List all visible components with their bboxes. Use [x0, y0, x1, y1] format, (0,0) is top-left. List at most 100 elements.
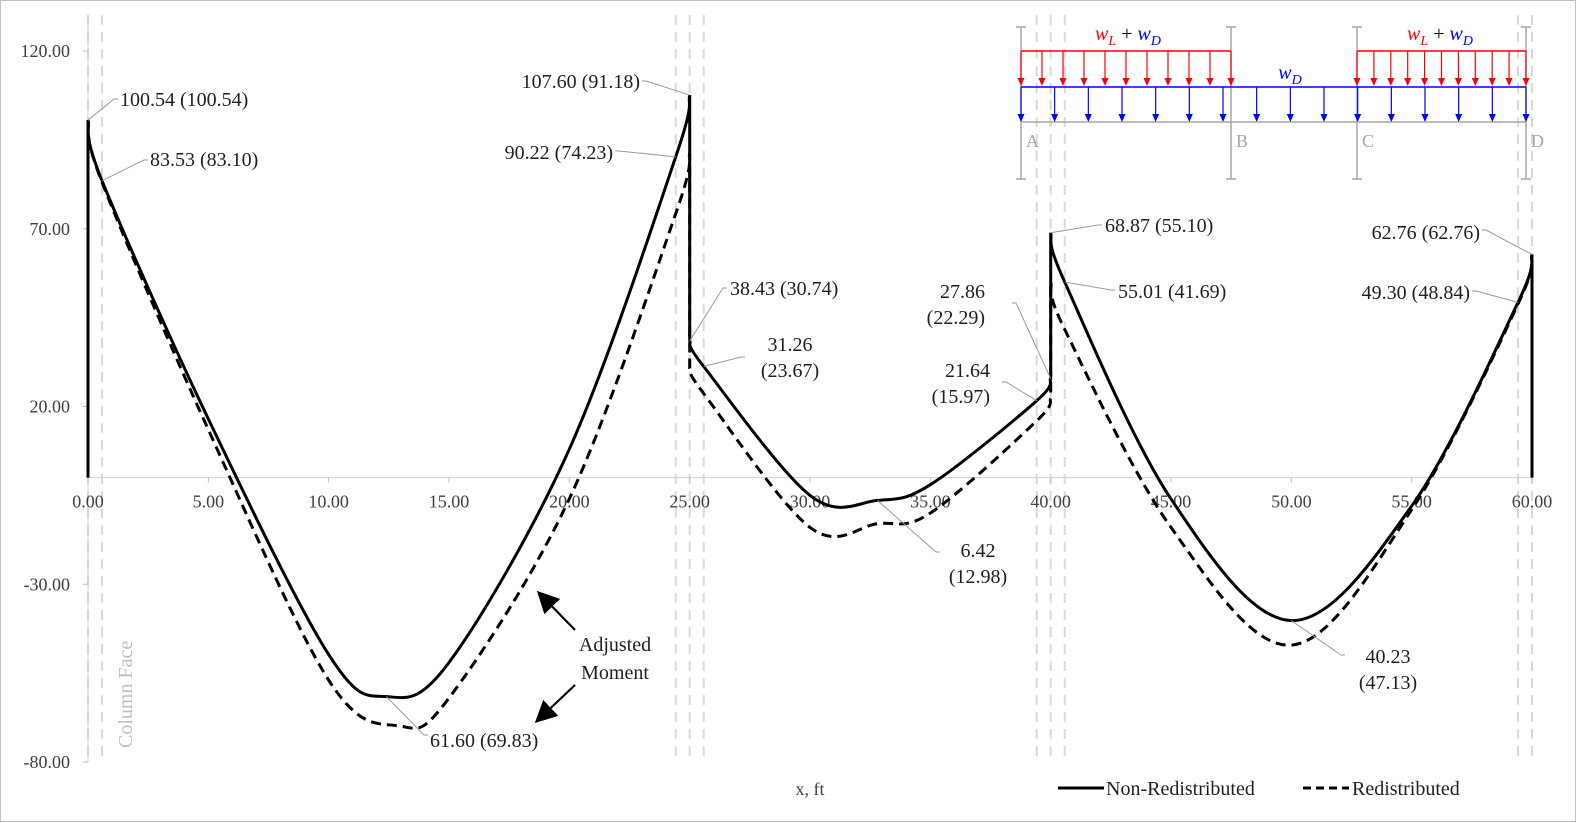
live-load-arrowhead [1143, 78, 1151, 86]
annotation-label: 100.54 (100.54) [120, 89, 248, 111]
annotation-label: 62.76 (62.76) [1372, 222, 1480, 244]
support-label: B [1236, 131, 1248, 151]
annotation-leader [386, 696, 428, 736]
live-load-arrowhead [1505, 78, 1513, 86]
dead-load-arrowhead [1387, 114, 1395, 122]
annotation-leader [87, 98, 118, 121]
support-label: C [1362, 131, 1374, 151]
live-load-arrowhead [1454, 78, 1462, 86]
annotation-label: 31.26 [768, 334, 813, 356]
dead-load-arrowhead [1421, 114, 1429, 122]
annotation-label: 90.22 (74.23) [505, 142, 613, 164]
live-load-arrowhead [1185, 78, 1193, 86]
annotation-leader [1050, 224, 1102, 234]
annotation-label: 38.43 (30.74) [730, 278, 838, 300]
annotation-leader [1482, 229, 1533, 255]
annotation-leader [689, 287, 727, 342]
y-tick-label: 70.00 [30, 219, 71, 239]
annotation-label: 83.53 (83.10) [150, 149, 258, 171]
dead-load-arrowhead [1219, 114, 1227, 122]
y-tick-label: -80.00 [24, 752, 71, 772]
annotation-label: 107.60 (91.18) [522, 71, 640, 93]
x-tick-label: 55.00 [1391, 492, 1432, 512]
x-axis-label: x, ft [796, 779, 825, 799]
annotation-leader [101, 159, 148, 182]
callout-line2: Moment [581, 662, 649, 684]
live-load-arrowhead [1387, 78, 1395, 86]
x-tick-label: 0.00 [72, 492, 104, 512]
dead-load-arrowhead [1152, 114, 1160, 122]
live-dead-load-label: wL + wD [1095, 23, 1161, 49]
live-load-arrowhead [1080, 78, 1088, 86]
callout-arrow-lower [534, 684, 576, 724]
annotation-label: 68.87 (55.10) [1105, 215, 1213, 237]
live-load-arrowhead [1206, 78, 1214, 86]
dead-load-label: wD [1278, 62, 1301, 88]
annotation-leader [1012, 302, 1052, 379]
annotation-label-line2: (12.98) [949, 566, 1007, 588]
annotation-leader [1291, 620, 1345, 656]
annotation-label: 6.42 [961, 540, 996, 562]
annotation-leader [1002, 381, 1037, 402]
annotation-label-line2: (22.29) [927, 307, 985, 329]
y-tick-label: -30.00 [24, 574, 71, 594]
annotation-leader [703, 356, 745, 367]
live-dead-load-label: wL + wD [1407, 23, 1473, 49]
live-load-arrowhead [1471, 78, 1479, 86]
dead-load-arrowhead [1118, 114, 1126, 122]
x-tick-label: 10.00 [308, 492, 349, 512]
live-load-arrowhead [1164, 78, 1172, 86]
live-load-arrowhead [1101, 78, 1109, 86]
annotation-label: 21.64 [945, 360, 990, 382]
dead-load-arrowhead [1455, 114, 1463, 122]
annotations-layer: 100.54 (100.54) 83.53 (83.10) 107.60 (91.1… [87, 71, 1533, 752]
dead-load-arrowhead [1051, 114, 1059, 122]
live-load-arrowhead [1370, 78, 1378, 86]
annotation-label-line2: (15.97) [932, 386, 990, 408]
x-tick-label: 25.00 [669, 492, 710, 512]
live-load-arrowhead [1522, 78, 1530, 86]
x-tick-label: 35.00 [910, 492, 951, 512]
dead-load-arrowhead [1286, 114, 1294, 122]
dead-load-arrowhead [1253, 114, 1261, 122]
series-line-non-redistributed [86, 94, 1534, 700]
legend-label-non-redistributed: Non-Redistributed [1106, 778, 1255, 800]
live-load-arrowhead [1059, 78, 1067, 86]
x-tick-label: 30.00 [790, 492, 831, 512]
live-load-arrowhead [1404, 78, 1412, 86]
series-layer [86, 94, 1534, 730]
annotation-leader [877, 500, 940, 553]
y-tick-label: 20.00 [30, 397, 71, 417]
live-load-arrowhead [1438, 78, 1445, 86]
legend-label-redistributed: Redistributed [1352, 778, 1460, 800]
support-label: A [1026, 131, 1039, 151]
live-load-arrowhead [1421, 78, 1429, 86]
series-line-redistributed [86, 119, 1534, 730]
annotation-label-line2: (23.67) [761, 360, 819, 382]
x-tick-label: 15.00 [429, 492, 470, 512]
dead-load-arrowhead [1522, 114, 1530, 122]
live-load-arrowhead [1038, 78, 1046, 86]
annotation-leader [615, 150, 676, 158]
annotation-label: 27.86 [940, 281, 985, 303]
column-face-label: Column Face [115, 641, 137, 748]
dead-load-arrowhead [1017, 114, 1025, 122]
x-tick-label: 5.00 [193, 492, 225, 512]
live-load-arrowhead [1017, 78, 1025, 86]
live-load-arrowhead [1488, 78, 1496, 86]
callout-arrow-upper [536, 590, 576, 631]
axes: 120.00 70.00 20.00 -30.00 -80.00 0.00 5.00 10.0… [21, 15, 1552, 772]
annotation-leader [1064, 281, 1115, 291]
legend: Non-Redistributed Redistributed [1058, 778, 1460, 800]
load-diagram: A B C DwL + wD wL + wD wD [1016, 23, 1544, 180]
annotation-leader [1472, 290, 1519, 303]
live-load-arrowhead [1227, 78, 1235, 86]
annotation-label: 61.60 (69.83) [430, 730, 538, 752]
adjusted-moment-callout: Adjusted Moment [534, 590, 651, 724]
annotation-label: 55.01 (41.69) [1118, 281, 1226, 303]
callout-line1: Adjusted [579, 634, 651, 656]
x-tick-label: 40.00 [1030, 492, 1071, 512]
